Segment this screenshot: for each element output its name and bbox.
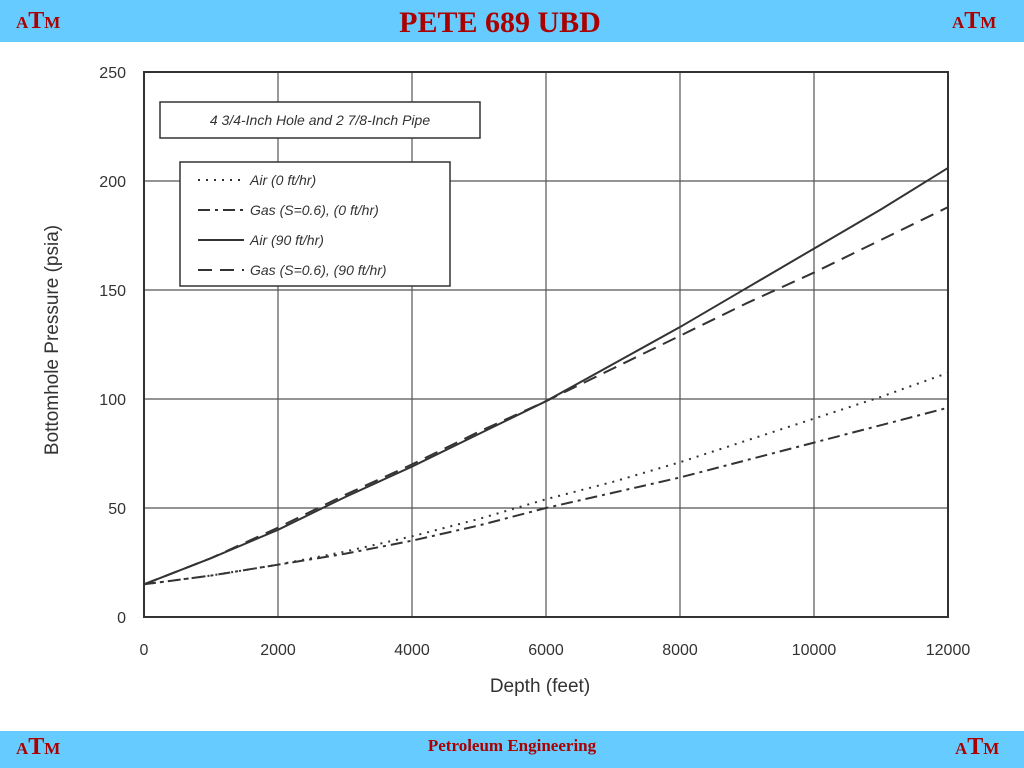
- footer-bar: ATM Petroleum Engineering ATM: [0, 731, 1024, 768]
- logo-letter-a: A: [16, 13, 29, 32]
- logo-letter-a: A: [952, 13, 965, 32]
- x-tick-label: 4000: [394, 642, 430, 659]
- logo-letter-a: A: [955, 739, 968, 758]
- footer-label: Petroleum Engineering: [427, 736, 597, 755]
- y-axis-label: Bottomhole Pressure (psia): [42, 225, 63, 455]
- y-tick-label: 50: [108, 501, 126, 518]
- atm-logo-left: ATM: [16, 8, 60, 35]
- chart-title: 4 3/4-Inch Hole and 2 7/8-Inch Pipe: [210, 112, 430, 128]
- plot-frame: [143, 71, 949, 618]
- legend-label-1: Air (0 ft/hr): [249, 172, 316, 188]
- chart-series: [143, 167, 949, 586]
- logo-letter-t: T: [28, 8, 45, 34]
- legend-label-4: Gas (S=0.6), (90 ft/hr): [250, 262, 387, 278]
- x-tick-labels: 0 2000 4000 6000 8000 10000 12000: [140, 642, 971, 659]
- logo-letter-m: M: [44, 739, 61, 758]
- x-tick-label: 12000: [926, 642, 971, 659]
- y-tick-label: 0: [117, 610, 126, 627]
- legend-label-2: Gas (S=0.6), (0 ft/hr): [250, 202, 379, 218]
- y-tick-label: 200: [99, 174, 126, 191]
- logo-letter-t: T: [28, 734, 45, 760]
- slide-title: PETE 689 UBD: [399, 6, 601, 39]
- legend-label-3: Air (90 ft/hr): [249, 232, 324, 248]
- x-axis-label: Depth (feet): [490, 676, 590, 697]
- logo-letter-t: T: [964, 8, 981, 34]
- pressure-depth-chart: 0 2000 4000 6000 8000 10000 12000 0 50 100 150 200…: [42, 65, 971, 697]
- logo-letter-m: M: [983, 739, 1000, 758]
- series-line-2: [143, 406, 949, 586]
- legend-box: [179, 161, 451, 287]
- y-tick-label: 150: [99, 283, 126, 300]
- atm-logo-right: ATM: [952, 8, 996, 35]
- x-tick-label: 10000: [792, 642, 837, 659]
- series-line-4: [143, 206, 949, 586]
- logo-letter-a: A: [16, 739, 29, 758]
- x-tick-label: 6000: [528, 642, 564, 659]
- header-bar: ATM PETE 689 UBD ATM: [0, 0, 1024, 42]
- atm-logo-footer-left: ATM: [16, 734, 60, 761]
- y-tick-labels: 0 50 100 150 200 250: [99, 65, 126, 627]
- y-tick-label: 100: [99, 392, 126, 409]
- y-tick-label: 250: [99, 65, 126, 82]
- x-tick-label: 8000: [662, 642, 698, 659]
- chart-title-box: [159, 101, 481, 139]
- logo-letter-m: M: [44, 13, 61, 32]
- x-tick-label: 2000: [260, 642, 296, 659]
- atm-logo-footer-right: ATM: [955, 734, 999, 761]
- legend: Air (0 ft/hr) Gas (S=0.6), (0 ft/hr) Air (…: [198, 172, 387, 278]
- logo-letter-m: M: [980, 13, 997, 32]
- logo-letter-t: T: [967, 734, 984, 760]
- x-tick-label: 0: [140, 642, 149, 659]
